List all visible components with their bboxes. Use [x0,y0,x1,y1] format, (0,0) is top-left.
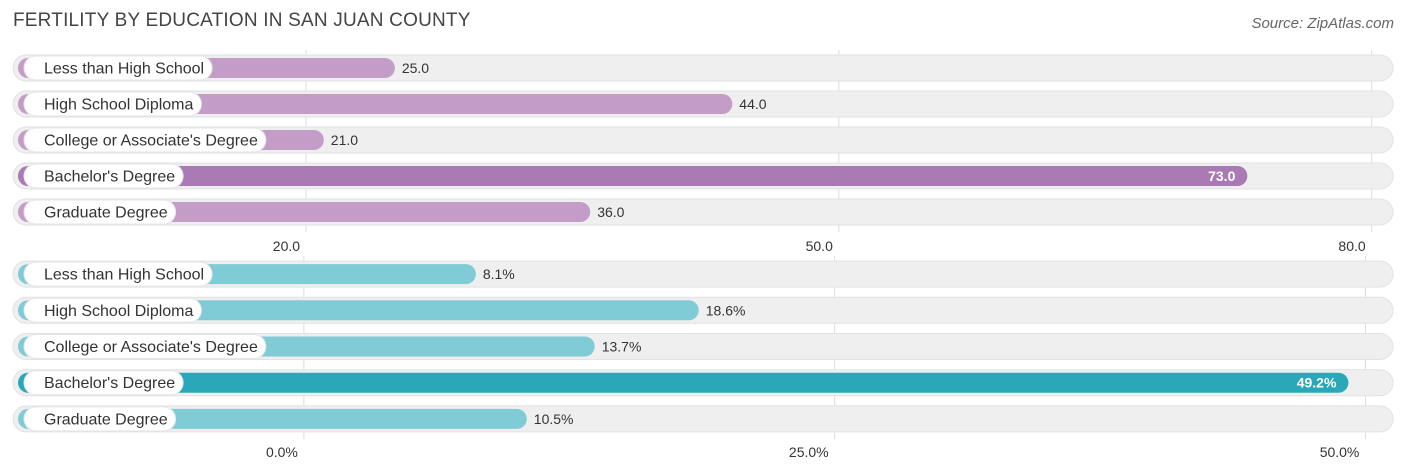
bar-track [12,126,1394,154]
category-label-pill [23,55,213,81]
value-label: 49.2% [1297,375,1337,391]
category-label-pill [23,91,202,117]
value-label: 25.0 [402,60,429,76]
category-label: College or Associate's Degree [44,339,258,356]
tick-label: 80.0 [1338,238,1365,254]
bar [18,372,1349,393]
category-label-pill [23,127,267,153]
category-label-pill [23,261,213,287]
value-label: 36.0 [597,204,624,220]
tick-label: 50.0% [1320,444,1360,460]
tick-label: 25.0% [789,444,829,460]
value-label: 73.0 [1208,168,1235,184]
tick-label: 50.0 [806,238,833,254]
category-label-pill [23,406,177,432]
value-label: 21.0 [331,132,358,148]
value-label: 18.6% [706,302,746,318]
category-label: Bachelor's Degree [44,169,175,186]
value-label: 8.1% [483,266,515,282]
bar [18,166,1248,186]
category-label-pill [23,297,202,323]
category-label: Bachelor's Degree [44,375,175,392]
category-label-pill [23,199,177,225]
value-label: 44.0 [739,96,766,112]
category-label: College or Associate's Degree [44,133,258,150]
category-label-pill [23,163,184,189]
category-label: Graduate Degree [44,411,168,428]
category-label: Less than High School [44,61,204,78]
category-label: High School Diploma [44,97,194,114]
tick-label: 0.0% [266,444,298,460]
category-label: Graduate Degree [44,205,168,222]
value-label: 13.7% [602,339,642,355]
chart-title: FERTILITY BY EDUCATION IN SAN JUAN COUNT… [13,10,471,31]
category-label-pill [23,370,184,396]
category-label: Less than High School [44,267,204,284]
category-label-pill [23,334,267,359]
value-label: 10.5% [534,411,574,427]
source-note: Source: ZipAtlas.com [1251,15,1394,32]
tick-label: 20.0 [273,238,300,254]
category-label: High School Diploma [44,303,194,320]
